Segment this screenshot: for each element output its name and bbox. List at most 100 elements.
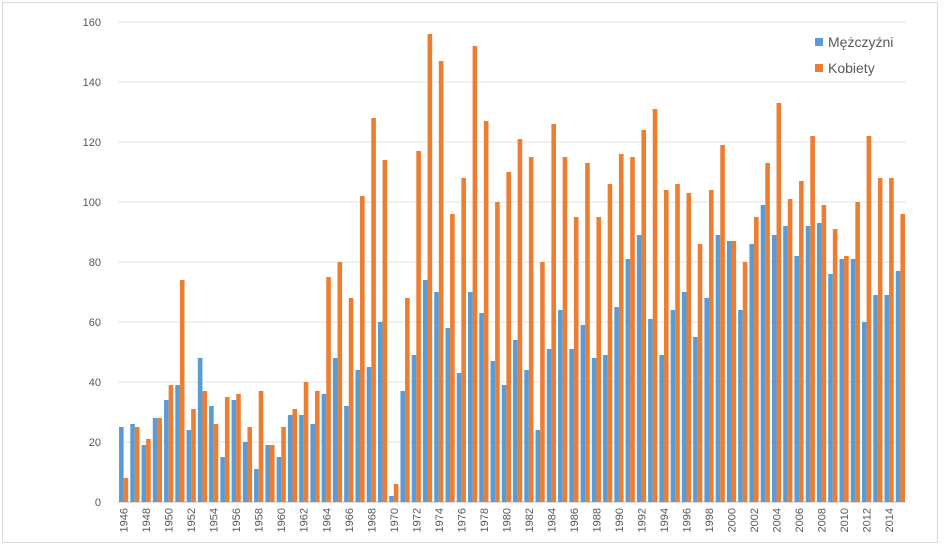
bar-mezczyzni (839, 259, 845, 502)
bar-kobiety (202, 391, 208, 502)
bar-kobiety (292, 409, 298, 502)
bar-kobiety (855, 202, 860, 502)
bar-mezczyzni (524, 370, 529, 502)
bar-kobiety (799, 181, 804, 502)
y-tick-label: 0 (95, 497, 101, 509)
bar-mezczyzni (625, 259, 631, 502)
bar-mezczyzni (648, 319, 653, 502)
bar-kobiety (877, 178, 883, 502)
bar-mezczyzni (400, 391, 406, 502)
bar-mezczyzni (299, 415, 304, 502)
bar-mezczyzni (355, 370, 361, 502)
bar-kobiety (461, 178, 466, 502)
bar-kobiety (382, 160, 388, 502)
bar-mezczyzni (287, 415, 293, 502)
bar-mezczyzni (175, 385, 180, 502)
bar-kobiety (495, 202, 500, 502)
bar-kobiety (224, 397, 230, 502)
bar-mezczyzni (501, 385, 507, 502)
x-tick-label: 1990 (614, 508, 626, 532)
bar-kobiety (551, 124, 556, 502)
bar-kobiety (844, 256, 849, 502)
y-tick-label: 160 (83, 17, 101, 29)
x-tick-label: 1970 (389, 508, 401, 532)
legend-swatch (815, 64, 823, 72)
bar-kobiety (315, 391, 320, 502)
bar-mezczyzni (738, 310, 743, 502)
y-tick-label: 20 (89, 437, 101, 449)
bar-kobiety (528, 157, 534, 502)
bar-mezczyzni (377, 322, 383, 502)
bar-mezczyzni (862, 322, 867, 502)
bar-kobiety (517, 139, 523, 502)
bar-kobiety (326, 277, 331, 502)
bar-kobiety (562, 157, 568, 502)
bar-kobiety (269, 445, 275, 502)
bar-mezczyzni (197, 358, 203, 502)
x-tick-label: 1946 (119, 508, 131, 532)
x-tick-label: 2010 (839, 508, 851, 532)
bar-mezczyzni (603, 355, 608, 502)
bar-mezczyzni (771, 235, 777, 502)
bar-mezczyzni (670, 310, 676, 502)
bar-kobiety (596, 217, 602, 502)
bar-mezczyzni (569, 349, 574, 502)
y-tick-label: 140 (83, 77, 101, 89)
bar-mezczyzni (490, 361, 496, 502)
x-tick-label: 1984 (546, 508, 558, 532)
x-tick-label: 1980 (501, 508, 513, 532)
bar-kobiety (168, 385, 174, 502)
legend-label: Kobiety (828, 60, 875, 76)
bar-mezczyzni (591, 358, 597, 502)
bar-mezczyzni (783, 226, 788, 502)
bar-mezczyzni (468, 292, 473, 502)
x-tick-label: 1958 (254, 508, 266, 532)
x-tick-label: 1974 (434, 508, 446, 532)
bar-mezczyzni (546, 349, 552, 502)
x-tick-label: 2004 (772, 508, 784, 532)
bar-mezczyzni (558, 310, 563, 502)
x-tick-label: 1994 (659, 508, 671, 532)
bar-kobiety (416, 151, 421, 502)
bar-kobiety (360, 196, 365, 502)
bar-kobiety (810, 136, 815, 502)
bar-mezczyzni (332, 358, 338, 502)
bar-mezczyzni (681, 292, 687, 502)
y-tick-label: 120 (83, 137, 101, 149)
bar-mezczyzni (659, 355, 664, 502)
bar-mezczyzni (422, 280, 428, 502)
x-tick-label: 1966 (344, 508, 356, 532)
x-tick-label: 1962 (299, 508, 311, 532)
x-tick-label: 1986 (569, 508, 581, 532)
x-tick-label: 2006 (794, 508, 806, 532)
bar-mezczyzni (715, 235, 721, 502)
bar-mezczyzni (760, 205, 766, 502)
bar-mezczyzni (456, 373, 462, 502)
bar-kobiety (281, 427, 286, 502)
x-tick-label: 1988 (591, 508, 603, 532)
bar-kobiety (134, 427, 140, 502)
bar-mezczyzni (805, 226, 811, 502)
bar-mezczyzni (276, 457, 282, 502)
bar-kobiety (450, 214, 455, 502)
bar-mezczyzni (636, 235, 642, 502)
x-tick-label: 2014 (884, 508, 896, 532)
bar-kobiety (889, 178, 894, 502)
bar-mezczyzni (164, 400, 169, 502)
bar-kobiety (787, 199, 793, 502)
bar-kobiety (821, 205, 827, 502)
bar-mezczyzni (389, 496, 394, 502)
bar-mezczyzni (693, 337, 698, 502)
bar-kobiety (618, 154, 624, 502)
bar-mezczyzni (513, 340, 518, 502)
x-tick-label: 1964 (321, 508, 333, 532)
y-tick-label: 40 (89, 377, 101, 389)
bar-kobiety (675, 184, 680, 502)
bar-kobiety (731, 241, 737, 502)
x-tick-label: 2002 (749, 508, 761, 532)
bar-mezczyzni (828, 274, 833, 502)
bar-kobiety (371, 118, 376, 502)
bar-mezczyzni (580, 325, 586, 502)
bar-mezczyzni (254, 469, 259, 502)
